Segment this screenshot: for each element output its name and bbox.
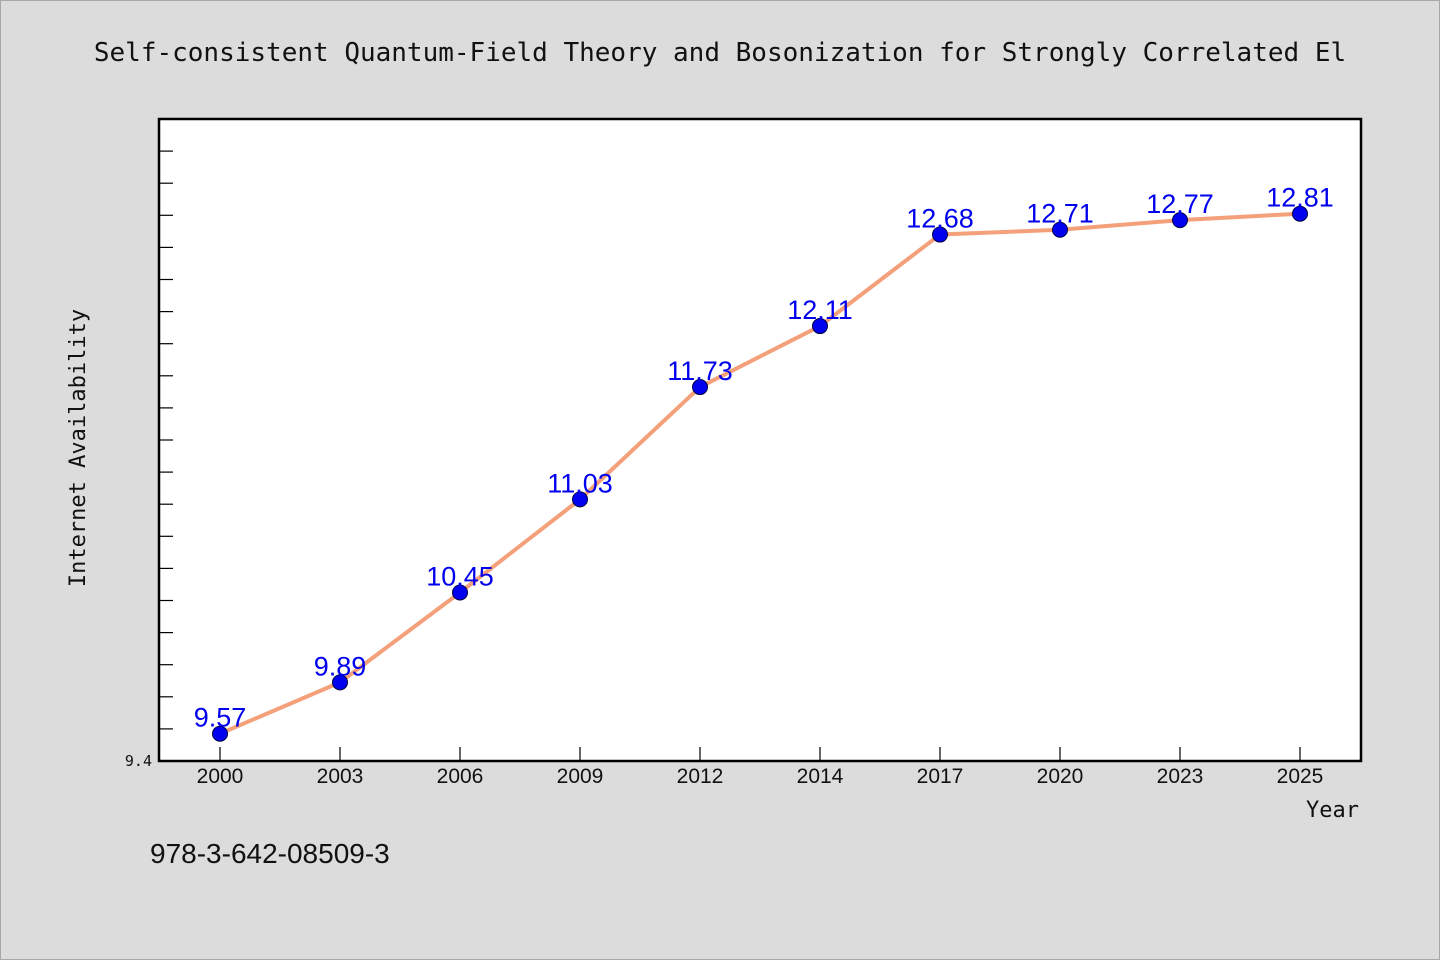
data-label: 12.77: [1146, 189, 1214, 219]
x-tick-label: 2000: [197, 765, 244, 788]
data-point: [1292, 205, 1308, 222]
data-point: [1172, 212, 1188, 229]
data-point: [212, 725, 228, 742]
data-point: [332, 674, 348, 691]
data-point: [452, 584, 468, 601]
x-tick-label: 2025: [1277, 765, 1324, 788]
x-axis-label: Year: [1306, 798, 1359, 823]
x-tick-label: 2003: [317, 765, 364, 788]
series-line: [219, 211, 1301, 736]
x-tick-label: 2009: [557, 765, 604, 788]
data-point: [572, 491, 588, 508]
data-label: 12.71: [1026, 199, 1094, 229]
data-label: 12.81: [1266, 183, 1334, 213]
x-tick-label: 2017: [917, 765, 964, 788]
x-tick-label: 2023: [1157, 765, 1204, 788]
x-tick-label: 2012: [677, 765, 724, 788]
data-point: [812, 318, 828, 335]
data-label: 12.68: [906, 204, 974, 234]
y-axis-ticks: [159, 150, 173, 730]
chart-title: Self-consistent Quantum-Field Theory and…: [94, 38, 1346, 68]
x-tick-label: 2014: [797, 765, 844, 788]
data-point: [1052, 221, 1068, 238]
x-tick-label: 2006: [437, 765, 484, 788]
y-axis-label: Internet Availability: [66, 309, 91, 587]
plot-area: [157, 117, 1363, 763]
data-point: [692, 379, 708, 396]
x-axis-ticks: 2000 2003 2006 2009 2012 2014 2017 2020 2023 2025: [197, 747, 1324, 788]
data-label: 9.57: [194, 703, 247, 733]
data-label: 12.11: [787, 295, 853, 325]
x-tick-label: 2020: [1037, 765, 1084, 788]
data-point: [932, 226, 948, 243]
y-min-label: 9.4: [125, 752, 152, 770]
data-label: 10.45: [426, 561, 494, 591]
isbn-label: 978-3-642-08509-3: [150, 838, 390, 869]
series-line-group: 9.57 9.89 10.45 11.03 11.73 12.11 12.68 12.71 12…: [194, 183, 1334, 742]
data-label: 9.89: [314, 651, 367, 681]
data-label: 11.03: [547, 468, 613, 498]
data-label: 11.73: [667, 356, 733, 386]
